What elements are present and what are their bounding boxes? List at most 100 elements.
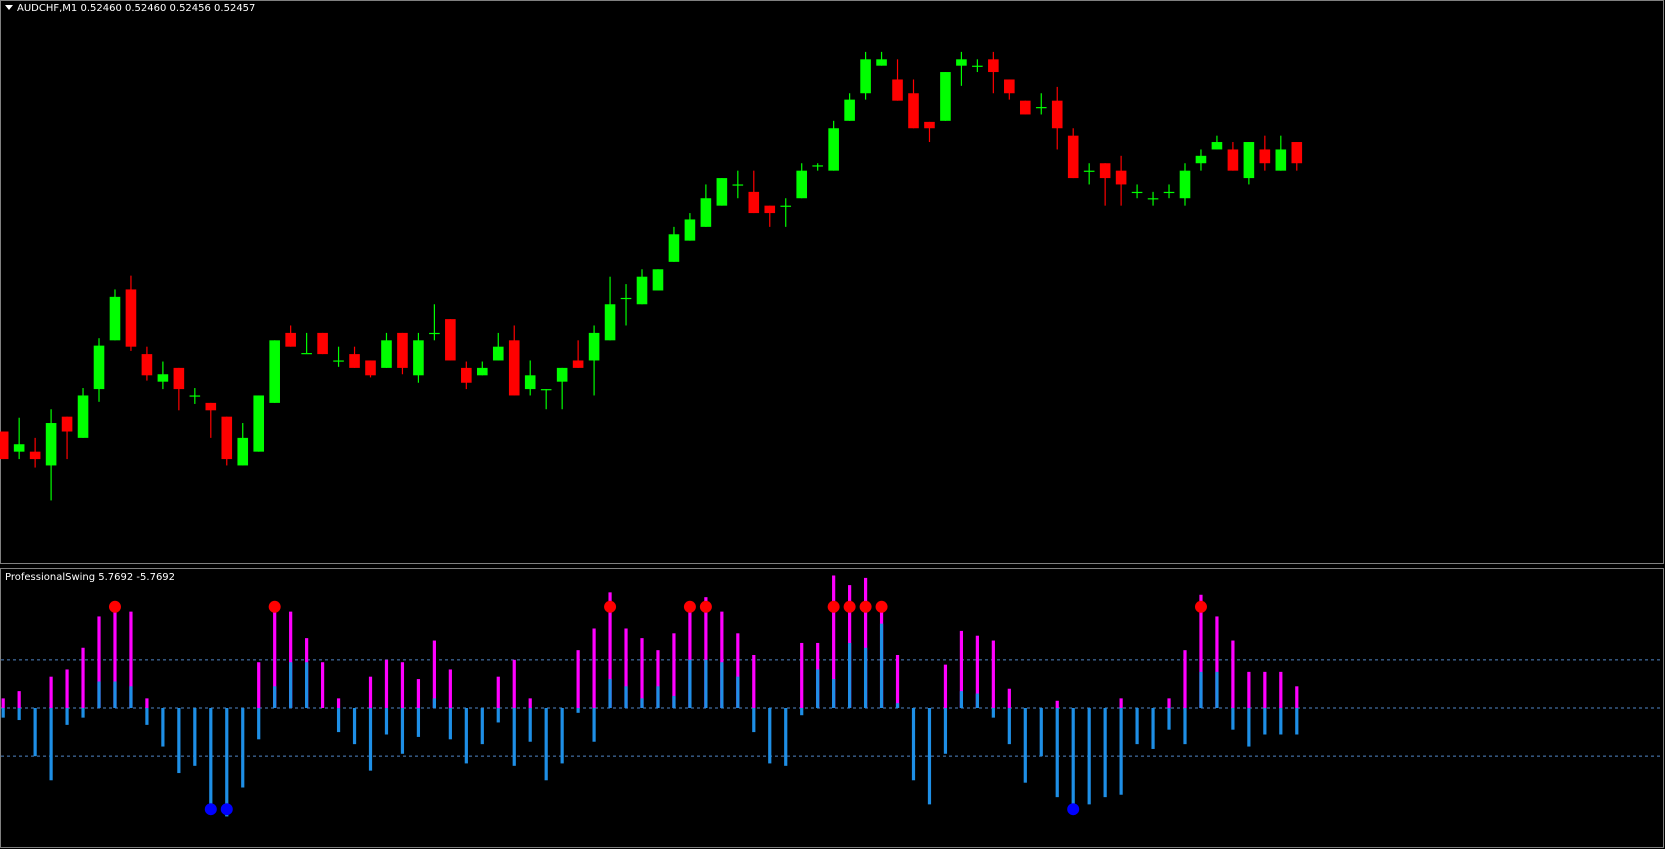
histogram-bar — [1199, 671, 1203, 708]
candle-body — [476, 367, 488, 376]
candle-body — [77, 395, 89, 438]
candle-body — [988, 59, 999, 73]
histogram-bar — [81, 708, 85, 718]
histogram-bar — [257, 662, 261, 708]
histogram-bar — [768, 708, 772, 764]
histogram-bar — [1055, 700, 1059, 708]
histogram-bar — [113, 604, 117, 708]
histogram-bar — [784, 708, 788, 766]
histogram-bar — [384, 708, 389, 735]
histogram-bar — [720, 611, 724, 708]
histogram-bar — [943, 664, 948, 708]
histogram-bar — [49, 676, 53, 708]
signal-dot — [1194, 600, 1207, 613]
histogram-bar — [1279, 671, 1283, 708]
histogram-bar — [736, 676, 740, 708]
histogram-bar — [848, 642, 852, 708]
menu-arrow[interactable] — [5, 5, 13, 10]
candle-body — [716, 178, 728, 206]
histogram-bar — [400, 662, 405, 708]
histogram-bar — [688, 659, 692, 708]
candle-body — [285, 332, 296, 347]
candle-body — [413, 340, 424, 376]
histogram-bar — [225, 708, 229, 817]
histogram-bar — [305, 662, 309, 708]
histogram-bar — [368, 676, 373, 708]
candle-body — [45, 423, 57, 466]
histogram-bar — [688, 606, 692, 708]
candle-body — [141, 354, 153, 376]
histogram-bar — [895, 703, 900, 708]
histogram-bar — [1055, 708, 1059, 798]
candle-body — [652, 269, 664, 291]
histogram-bar — [576, 650, 580, 708]
candle-body — [972, 65, 983, 67]
histogram-bar — [336, 698, 341, 708]
histogram-bar — [608, 592, 612, 708]
histogram-bar — [800, 708, 804, 716]
histogram-bar — [816, 669, 820, 708]
histogram-bar — [432, 698, 436, 708]
candle-body — [1083, 170, 1095, 172]
histogram-bar — [1103, 708, 1107, 798]
histogram-bar — [895, 654, 900, 708]
candle-body — [301, 353, 312, 355]
histogram-bar — [640, 698, 644, 708]
signal-dot — [683, 600, 696, 613]
histogram-bar — [1183, 650, 1187, 708]
candle-body — [892, 79, 903, 101]
candle-body — [828, 128, 839, 171]
histogram-bar — [129, 611, 133, 708]
candle-body — [93, 345, 105, 390]
histogram-bar — [672, 695, 676, 708]
candle-body — [572, 360, 584, 368]
signal-dot — [1067, 803, 1080, 816]
histogram-bar — [177, 708, 181, 774]
signal-dot — [268, 600, 281, 613]
histogram-bar — [608, 679, 612, 708]
histogram-bar — [991, 640, 995, 708]
candle-body — [604, 304, 616, 341]
histogram-bar — [991, 708, 995, 718]
histogram-bar — [512, 708, 516, 766]
histogram-bar — [640, 638, 644, 708]
histogram-bar — [800, 642, 804, 708]
candle-body — [1227, 149, 1239, 171]
histogram-bar — [368, 708, 373, 771]
histogram-bar — [129, 686, 133, 708]
histogram-bar — [1231, 640, 1235, 708]
candle-body — [668, 234, 680, 262]
histogram-bar — [1071, 708, 1075, 815]
candle-body — [269, 340, 280, 403]
candle-body — [956, 59, 967, 66]
histogram-bar — [320, 662, 325, 708]
histogram-bar — [416, 679, 421, 708]
histogram-bar — [384, 659, 389, 708]
candle-body — [620, 297, 632, 300]
histogram-bar — [1007, 708, 1011, 745]
histogram-bar — [97, 681, 101, 708]
candle-body — [700, 198, 712, 227]
candle-body — [445, 319, 456, 361]
candle-body — [157, 374, 169, 382]
histogram-bar — [1247, 671, 1251, 708]
candle-body — [1275, 149, 1287, 171]
histogram-bar — [720, 662, 724, 708]
histogram-bar — [81, 647, 85, 708]
candle-body — [1004, 79, 1015, 94]
candle-body — [812, 165, 823, 167]
signal-dot — [827, 600, 840, 613]
signal-dot — [859, 600, 872, 613]
candle-body — [1035, 107, 1047, 109]
signal-dot — [108, 600, 121, 613]
histogram-bar — [161, 708, 165, 747]
candle-body — [908, 93, 919, 129]
histogram-bar — [1119, 698, 1123, 708]
histogram-bar — [1151, 708, 1155, 749]
histogram-bar — [624, 686, 628, 708]
histogram-bar — [1167, 698, 1171, 708]
histogram-bar — [528, 698, 532, 708]
histogram-bar — [656, 686, 660, 708]
histogram-bar — [1007, 688, 1011, 708]
